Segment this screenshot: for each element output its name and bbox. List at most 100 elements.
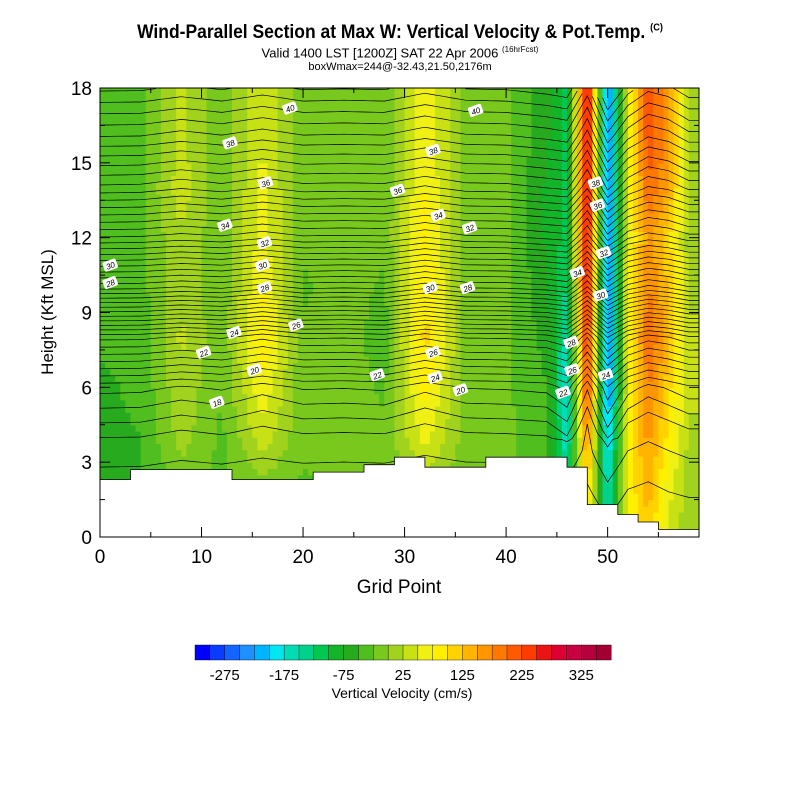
w-cell [638, 349, 644, 357]
w-cell [196, 418, 203, 426]
w-cell [445, 381, 451, 388]
w-cell [252, 437, 258, 445]
w-cell [155, 424, 162, 432]
w-cell [506, 412, 512, 420]
w-cell [531, 424, 538, 432]
w-cell [683, 487, 690, 494]
w-cell [440, 324, 446, 332]
w-cell [658, 462, 665, 470]
w-cell [257, 468, 264, 476]
w-cell [551, 293, 558, 301]
w-cell [343, 281, 350, 289]
w-cell [343, 455, 350, 463]
w-cell [160, 312, 167, 320]
w-cell [100, 474, 106, 482]
w-cell [257, 418, 264, 426]
w-cell [282, 300, 289, 307]
w-cell [399, 449, 406, 457]
w-cell [678, 406, 685, 413]
w-cell [353, 337, 360, 345]
w-cell [693, 524, 699, 532]
w-cell [556, 331, 563, 339]
w-cell [429, 356, 436, 363]
w-cell [287, 381, 294, 388]
w-cell [551, 443, 558, 451]
w-cell [374, 275, 380, 282]
w-cell [100, 468, 106, 476]
w-cell [145, 406, 152, 413]
w-cell [262, 387, 269, 395]
w-cell [536, 306, 543, 314]
w-cell [358, 306, 365, 314]
w-cell [247, 462, 253, 470]
w-cell [160, 437, 167, 445]
w-cell [480, 430, 487, 438]
w-cell [252, 406, 258, 413]
w-cell [511, 275, 517, 282]
w-cell [506, 399, 512, 407]
w-cell [643, 324, 649, 332]
w-cell [287, 331, 294, 339]
w-cell [470, 312, 477, 320]
w-cell [460, 443, 467, 451]
w-cell [440, 412, 446, 420]
w-cell [561, 306, 568, 314]
w-cell [135, 374, 142, 382]
w-cell [424, 275, 431, 282]
w-cell [506, 443, 512, 451]
w-cell [226, 430, 233, 438]
w-cell [577, 381, 583, 388]
w-cell [221, 399, 228, 407]
w-cell [658, 499, 665, 507]
w-cell [257, 387, 264, 395]
w-cell [399, 300, 406, 307]
w-cell [688, 474, 695, 482]
w-cell [272, 331, 279, 339]
w-cell [404, 300, 411, 307]
w-cell [318, 374, 324, 382]
w-cell [313, 437, 319, 445]
w-cell [277, 300, 284, 307]
w-cell [648, 505, 654, 513]
w-cell [683, 331, 690, 339]
w-cell [226, 281, 233, 289]
w-cell [328, 300, 335, 307]
w-cell [617, 306, 624, 314]
w-cell [419, 337, 426, 345]
w-cell [424, 393, 431, 401]
w-cell [303, 387, 309, 395]
w-cell [196, 430, 203, 438]
w-cell [115, 455, 121, 463]
w-cell [262, 293, 269, 301]
w-cell [318, 430, 324, 438]
w-cell [105, 468, 111, 476]
w-cell [353, 312, 360, 320]
w-cell [176, 387, 182, 395]
w-cell [653, 462, 659, 470]
w-cell [526, 362, 533, 370]
w-cell [140, 343, 147, 351]
w-cell [105, 443, 111, 451]
w-cell [165, 356, 172, 363]
w-cell [506, 387, 512, 395]
w-cell [638, 437, 644, 445]
w-cell [546, 418, 553, 426]
w-cell [369, 443, 375, 451]
w-cell [693, 287, 699, 295]
w-cell [323, 349, 330, 357]
w-cell [597, 443, 604, 451]
w-cell [226, 381, 233, 388]
w-cell [480, 412, 487, 420]
w-cell [348, 387, 355, 395]
w-cell [633, 368, 639, 376]
w-cell [663, 337, 670, 345]
w-cell [577, 393, 583, 401]
w-cell [333, 424, 340, 432]
w-cell [424, 399, 431, 407]
w-cell [597, 324, 604, 332]
w-cell [110, 362, 116, 370]
w-cell [105, 374, 111, 382]
w-cell [622, 418, 629, 426]
w-cell [171, 337, 177, 345]
w-cell [572, 374, 578, 382]
